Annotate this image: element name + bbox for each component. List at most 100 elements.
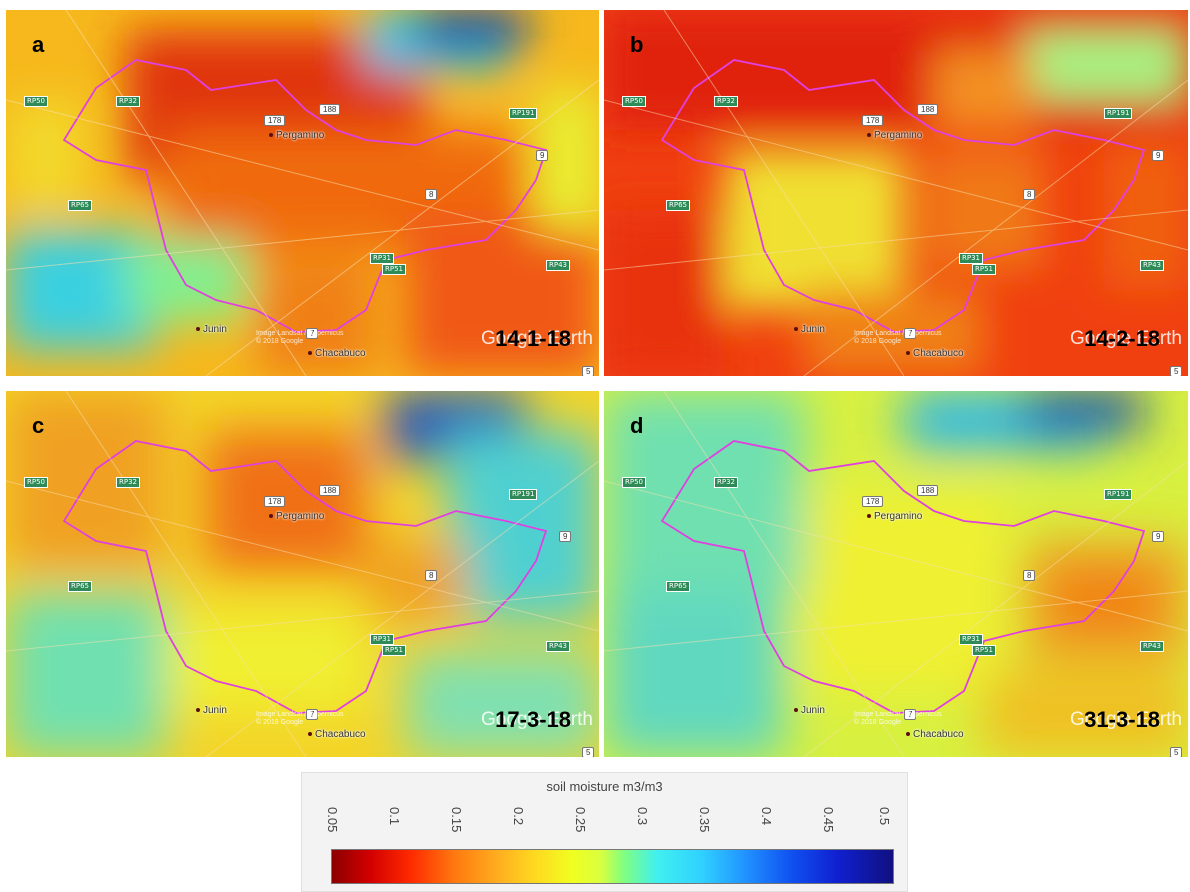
basin-boundary <box>660 440 1146 714</box>
provincial-shield: RP50 <box>24 477 48 488</box>
provincial-shield: RP51 <box>382 264 406 275</box>
route-shield: 8 <box>1023 570 1036 581</box>
route-shield: 188 <box>917 104 939 115</box>
legend-title: soil moisture m3/m3 <box>546 779 663 794</box>
provincial-shield: RP191 <box>1104 108 1133 119</box>
soil-moisture-map-b <box>604 10 1188 376</box>
date-label: 17-3-18 <box>495 707 571 732</box>
provincial-shield: RP43 <box>1140 260 1164 271</box>
provincial-shield: RP50 <box>622 477 646 488</box>
basin-boundary <box>62 440 548 714</box>
route-shield: 7 <box>306 328 319 339</box>
route-shield: 8 <box>1023 189 1036 200</box>
route-shield: 9 <box>1152 150 1165 161</box>
provincial-shield: RP65 <box>68 581 92 592</box>
provincial-shield: RP43 <box>546 260 570 271</box>
town-chacabuco: Chacabuco <box>308 729 366 740</box>
imagery-credit: Image Landsat / Copernicus © 2018 Google <box>256 330 344 345</box>
provincial-shield: RP51 <box>382 645 406 656</box>
date-label: 14-1-18 <box>495 326 571 351</box>
panel-letter: b <box>630 32 644 57</box>
basin-boundary <box>660 59 1146 333</box>
map-panel-c: c Pergamino Junin Chacabuco 188 178 8 9 … <box>6 391 599 757</box>
soil-moisture-map-a <box>6 10 599 376</box>
legend-colorbar <box>331 849 894 884</box>
provincial-shield: RP191 <box>509 108 538 119</box>
map-panel-d: d Pergamino Junin Chacabuco 188 178 8 9 … <box>604 391 1188 757</box>
route-shield: 8 <box>425 189 438 200</box>
route-shield: 178 <box>862 496 884 507</box>
legend-tick: 0.35 <box>697 807 712 833</box>
legend-tick: 0.5 <box>877 807 892 826</box>
imagery-credit: Image Landsat / Copernicus © 2018 Google <box>854 711 942 726</box>
provincial-shield: RP50 <box>24 96 48 107</box>
provincial-shield: RP43 <box>1140 641 1164 652</box>
route-shield: 188 <box>319 485 341 496</box>
route-shield: 178 <box>264 115 286 126</box>
town-junin: Junin <box>794 324 825 335</box>
town-junin: Junin <box>196 705 227 716</box>
google-earth-watermark: Google Earth <box>481 709 593 730</box>
soil-moisture-map-d <box>604 391 1188 757</box>
legend-tick: 0.45 <box>821 807 836 833</box>
provincial-shield: RP32 <box>116 477 140 488</box>
provincial-shield: RP65 <box>666 200 690 211</box>
legend-tick: 0.15 <box>449 807 464 833</box>
route-shield: 7 <box>904 328 917 339</box>
provincial-shield: RP191 <box>509 489 538 500</box>
town-pergamino: Pergamino <box>269 511 324 522</box>
town-pergamino: Pergamino <box>269 130 324 141</box>
google-earth-watermark: Google Earth <box>1070 709 1182 730</box>
provincial-shield: RP32 <box>116 96 140 107</box>
date-label: 14-2-18 <box>1084 326 1160 351</box>
panel-letter: d <box>630 413 644 438</box>
provincial-shield: RP50 <box>622 96 646 107</box>
provincial-shield: RP51 <box>972 264 996 275</box>
town-pergamino: Pergamino <box>867 130 922 141</box>
panel-letter: a <box>32 32 45 57</box>
legend-tick: 0.4 <box>759 807 774 826</box>
legend-tick: 0.3 <box>635 807 650 826</box>
provincial-shield: RP65 <box>68 200 92 211</box>
route-shield: 188 <box>917 485 939 496</box>
route-shield: 9 <box>536 150 549 161</box>
imagery-credit: Image Landsat / Copernicus © 2018 Google <box>854 330 942 345</box>
route-shield: 8 <box>425 570 438 581</box>
legend-tick: 0.05 <box>325 807 340 833</box>
route-shield: 5 <box>1170 747 1183 757</box>
route-shield: 7 <box>904 709 917 720</box>
route-shield: 5 <box>1170 366 1183 376</box>
route-shield: 5 <box>582 366 595 376</box>
route-shield: 5 <box>582 747 595 757</box>
provincial-shield: RP31 <box>959 634 983 645</box>
route-shield: 9 <box>559 531 572 542</box>
route-shield: 7 <box>306 709 319 720</box>
map-panel-b: b Pergamino Junin Chacabuco 188 178 8 9 … <box>604 10 1188 376</box>
provincial-shield: RP51 <box>972 645 996 656</box>
map-panel-a: a Pergamino Junin Chacabuco 188 178 8 9 … <box>6 10 599 376</box>
town-junin: Junin <box>794 705 825 716</box>
route-shield: 178 <box>862 115 884 126</box>
provincial-shield: RP31 <box>370 634 394 645</box>
provincial-shield: RP32 <box>714 96 738 107</box>
google-earth-watermark: Google Earth <box>481 328 593 349</box>
legend-tick: 0.1 <box>387 807 402 826</box>
legend-tick: 0.2 <box>511 807 526 826</box>
google-earth-watermark: Google Earth <box>1070 328 1182 349</box>
imagery-credit: Image Landsat / Copernicus © 2018 Google <box>256 711 344 726</box>
provincial-shield: RP65 <box>666 581 690 592</box>
basin-boundary <box>62 59 548 333</box>
provincial-shield: RP191 <box>1104 489 1133 500</box>
provincial-shield: RP32 <box>714 477 738 488</box>
town-pergamino: Pergamino <box>867 511 922 522</box>
route-shield: 188 <box>319 104 341 115</box>
provincial-shield: RP31 <box>959 253 983 264</box>
provincial-shield: RP31 <box>370 253 394 264</box>
town-chacabuco: Chacabuco <box>308 348 366 359</box>
soil-moisture-legend: soil moisture m3/m3 0.05 0.1 0.15 0.2 0.… <box>301 772 908 892</box>
date-label: 31-3-18 <box>1084 707 1160 732</box>
soil-moisture-map-c <box>6 391 599 757</box>
town-junin: Junin <box>196 324 227 335</box>
town-chacabuco: Chacabuco <box>906 348 964 359</box>
route-shield: 9 <box>1152 531 1165 542</box>
